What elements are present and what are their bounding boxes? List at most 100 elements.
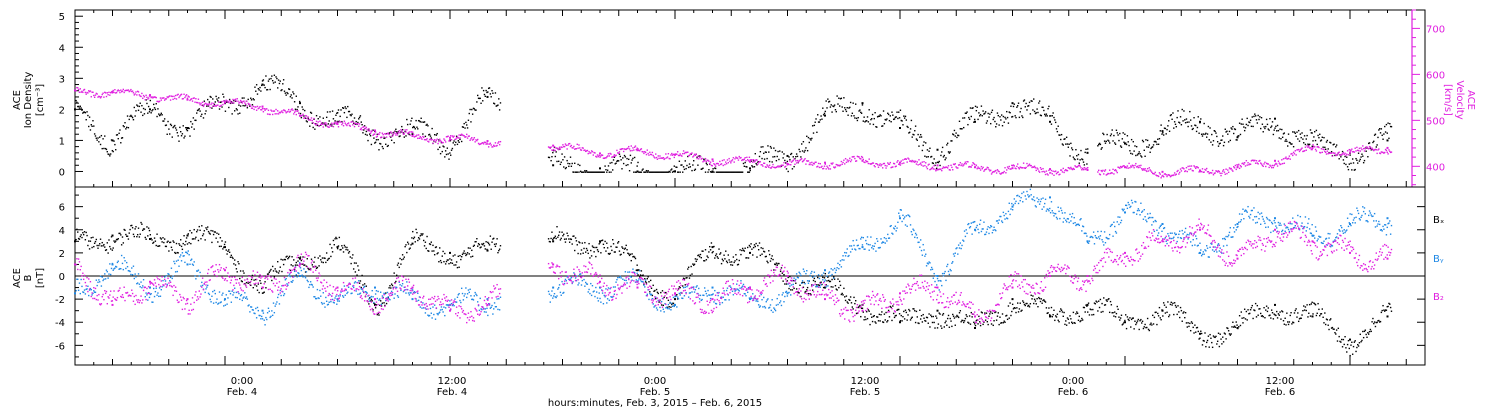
data-point: [951, 166, 953, 169]
data-point: [861, 102, 864, 105]
data-point: [157, 245, 159, 247]
data-point: [233, 99, 235, 102]
data-point: [761, 164, 763, 166]
data-point: [1236, 139, 1238, 141]
data-point: [426, 138, 428, 140]
data-point: [889, 305, 891, 308]
data-point: [190, 258, 193, 260]
data-point: [1038, 102, 1040, 104]
data-point: [717, 162, 719, 165]
data-point: [861, 156, 864, 159]
data-point: [679, 286, 681, 289]
data-point: [861, 246, 864, 249]
data-point: [1306, 145, 1308, 147]
data-point: [1014, 115, 1016, 117]
data-point: [147, 98, 149, 100]
data-point: [996, 315, 999, 317]
data-point: [370, 130, 373, 133]
data-point: [639, 171, 641, 173]
data-point: [1200, 171, 1202, 173]
data-point: [1086, 168, 1088, 170]
data-point: [919, 318, 922, 320]
data-point: [639, 150, 641, 152]
data-point: [243, 97, 245, 99]
data-point: [743, 165, 746, 167]
data-point: [769, 145, 772, 148]
data-point: [1050, 306, 1053, 309]
data-point: [1256, 162, 1259, 164]
data-point: [828, 101, 830, 103]
data-point: [1214, 130, 1216, 133]
data-point: [156, 100, 158, 103]
data-point: [473, 244, 476, 247]
data-point: [634, 145, 637, 147]
data-point: [259, 279, 261, 282]
data-point: [919, 163, 921, 165]
data-point: [281, 270, 283, 273]
data-point: [474, 241, 476, 243]
data-point: [139, 233, 141, 235]
data-point: [1343, 162, 1345, 165]
data-point: [899, 161, 901, 164]
data-point: [157, 108, 159, 110]
data-point: [562, 159, 564, 161]
data-point: [688, 163, 691, 165]
data-point: [774, 263, 777, 266]
data-point: [433, 139, 436, 141]
data-point: [603, 246, 605, 249]
data-point: [1049, 120, 1051, 123]
data-point: [1357, 152, 1360, 154]
data-point: [1228, 167, 1231, 169]
data-point: [732, 171, 735, 173]
data-point: [1151, 146, 1153, 149]
data-point: [650, 171, 653, 173]
data-point: [567, 234, 569, 237]
data-point: [1148, 144, 1151, 146]
data-point: [704, 249, 707, 251]
data-point: [1092, 308, 1094, 311]
data-point: [1225, 168, 1227, 170]
data-point: [462, 126, 465, 128]
data-point: [1367, 156, 1369, 158]
data-point: [809, 138, 811, 140]
data-point: [1076, 158, 1079, 160]
data-point: [769, 260, 772, 262]
data-point: [1213, 336, 1215, 338]
data-point: [914, 130, 916, 132]
data-point: [748, 244, 751, 247]
data-point: [169, 123, 172, 126]
data-point: [570, 165, 573, 167]
data-point: [966, 315, 968, 318]
data-point: [259, 86, 261, 89]
data-point: [899, 164, 902, 166]
data-point: [142, 285, 144, 287]
data-point: [1283, 323, 1286, 325]
data-point: [1338, 151, 1340, 153]
data-point: [1273, 164, 1275, 167]
data-point: [1294, 132, 1296, 135]
data-point: [88, 289, 91, 291]
data-point: [630, 145, 632, 147]
data-point: [677, 171, 680, 173]
data-point: [795, 162, 798, 164]
data-point: [222, 93, 224, 96]
data-point: [611, 249, 613, 252]
data-point: [465, 254, 467, 257]
data-point: [224, 304, 227, 306]
data-point: [941, 167, 944, 170]
data-point: [1241, 118, 1243, 120]
data-point: [1237, 165, 1239, 167]
data-point: [185, 251, 187, 253]
data-point: [804, 149, 806, 152]
data-point: [720, 262, 723, 265]
data-point: [180, 239, 182, 241]
data-point: [244, 104, 247, 106]
data-point: [178, 96, 180, 99]
data-point: [1094, 303, 1097, 305]
data-point: [1265, 309, 1267, 311]
data-point: [399, 257, 401, 260]
data-point: [1258, 308, 1260, 310]
data-point: [810, 293, 812, 296]
data-point: [691, 169, 693, 172]
data-point: [952, 163, 955, 165]
